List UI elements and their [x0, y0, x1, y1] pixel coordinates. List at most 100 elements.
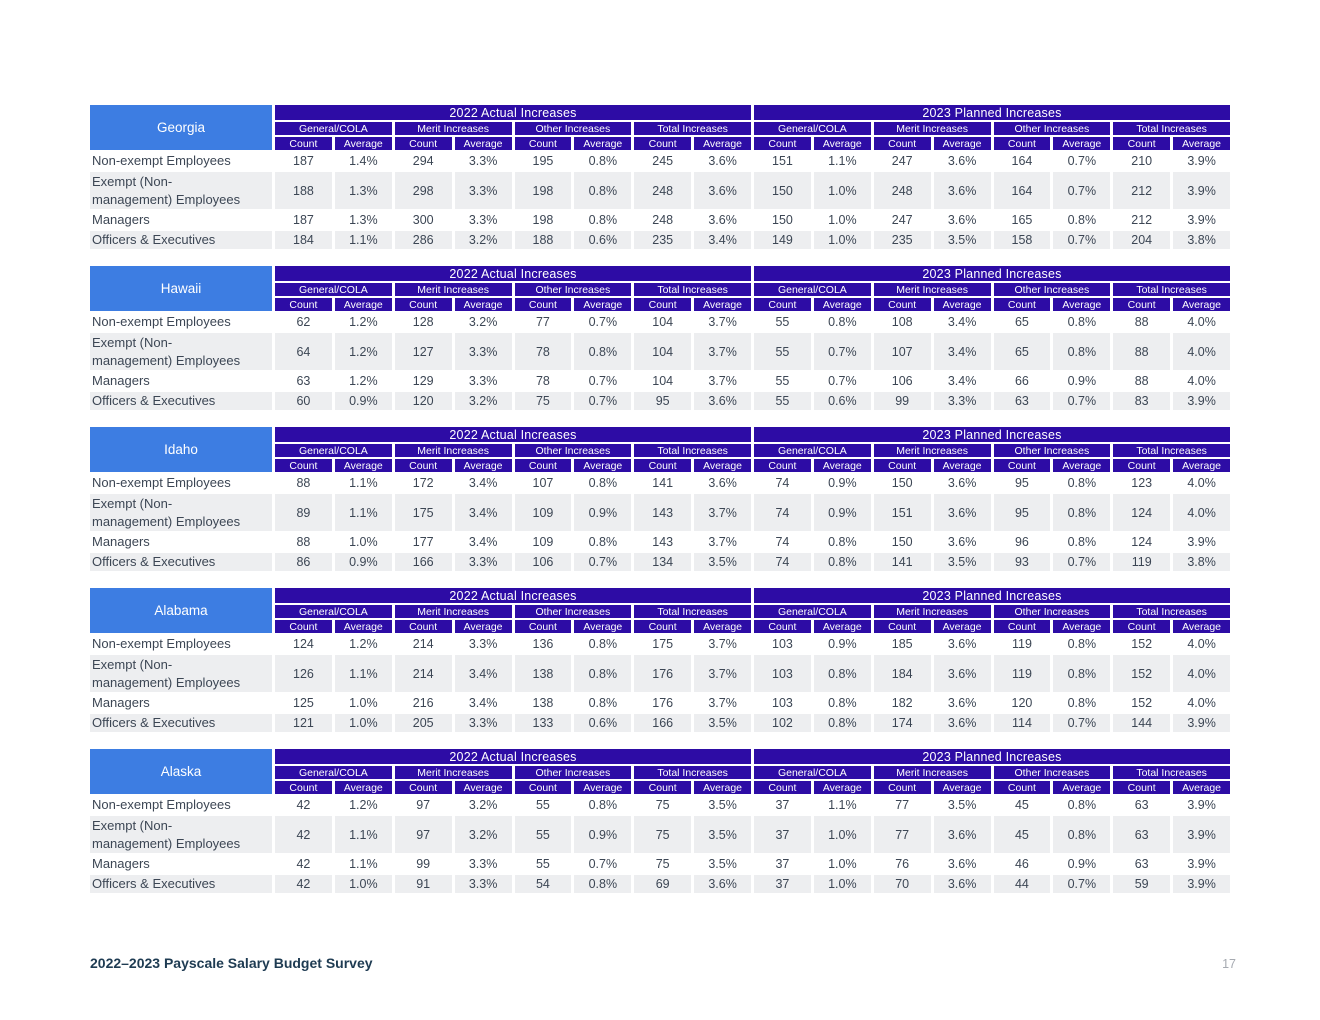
year-header-2023: 2023 Planned Increases	[754, 105, 1230, 120]
count-value: 75	[634, 855, 692, 873]
category-header: Other Increases	[993, 605, 1111, 618]
average-value: 3.5%	[694, 855, 751, 873]
state-table-georgia: Georgia 2022 Actual Increases 2023 Planned…	[90, 105, 1230, 249]
category-header: Other Increases	[993, 444, 1111, 457]
category-header: Other Increases	[993, 766, 1111, 779]
average-value: 4.0%	[1173, 694, 1230, 712]
count-value: 106	[873, 372, 931, 390]
count-value: 42	[275, 855, 332, 873]
row-label: Officers & Executives	[90, 231, 272, 249]
row-label: Officers & Executives	[90, 714, 272, 732]
average-value: 3.6%	[933, 152, 991, 170]
category-header: Other Increases	[514, 444, 632, 457]
count-value: 121	[275, 714, 332, 732]
row-label-text: Exempt (Non-management) Employees	[92, 656, 241, 690]
average-value: 0.9%	[334, 392, 392, 410]
category-header: Total Increases	[634, 283, 751, 296]
average-value: 1.2%	[334, 313, 392, 331]
category-header: Other Increases	[514, 766, 632, 779]
count-value: 214	[394, 635, 452, 653]
count-value: 88	[1113, 313, 1171, 331]
average-header: Average	[574, 459, 632, 472]
average-header: Average	[1173, 781, 1230, 794]
average-header: Average	[933, 781, 991, 794]
average-value: 3.3%	[454, 553, 512, 571]
average-header: Average	[1053, 459, 1111, 472]
category-header: Merit Increases	[394, 122, 512, 135]
count-value: 143	[634, 494, 692, 531]
count-value: 120	[394, 392, 452, 410]
average-value: 0.7%	[1053, 172, 1111, 209]
count-value: 212	[1113, 211, 1171, 229]
category-header: Merit Increases	[873, 605, 991, 618]
count-value: 176	[634, 694, 692, 712]
average-value: 1.1%	[334, 855, 392, 873]
count-value: 97	[394, 796, 452, 814]
average-header: Average	[334, 781, 392, 794]
average-value: 1.3%	[334, 172, 392, 209]
average-value: 1.1%	[813, 152, 871, 170]
count-value: 107	[873, 333, 931, 370]
average-value: 0.7%	[1053, 714, 1111, 732]
row-label: Non-exempt Employees	[90, 796, 272, 814]
count-value: 138	[514, 655, 572, 692]
year-header-2022: 2022 Actual Increases	[275, 266, 751, 281]
count-value: 188	[275, 172, 332, 209]
count-value: 184	[275, 231, 332, 249]
count-value: 55	[514, 816, 572, 853]
average-value: 3.7%	[694, 533, 751, 551]
count-value: 55	[754, 392, 811, 410]
row-label: Managers	[90, 372, 272, 390]
average-value: 4.0%	[1173, 333, 1230, 370]
average-value: 4.0%	[1173, 494, 1230, 531]
count-header: Count	[514, 781, 572, 794]
count-header: Count	[634, 781, 692, 794]
average-value: 3.6%	[933, 694, 991, 712]
average-header: Average	[334, 459, 392, 472]
count-header: Count	[394, 137, 452, 150]
average-value: 3.5%	[694, 553, 751, 571]
count-header: Count	[993, 298, 1051, 311]
row-label: Non-exempt Employees	[90, 474, 272, 492]
average-value: 1.1%	[334, 655, 392, 692]
average-value: 0.8%	[1053, 211, 1111, 229]
row-label: Managers	[90, 694, 272, 712]
count-value: 88	[1113, 333, 1171, 370]
count-value: 42	[275, 875, 332, 893]
category-header: Other Increases	[993, 122, 1111, 135]
count-header: Count	[1113, 620, 1171, 633]
state-table-alaska: Alaska 2022 Actual Increases 2023 Planned …	[90, 749, 1230, 893]
average-header: Average	[454, 137, 512, 150]
count-value: 74	[754, 474, 811, 492]
average-value: 3.4%	[454, 494, 512, 531]
row-label-text: Non-exempt Employees	[92, 475, 231, 491]
average-value: 3.6%	[933, 855, 991, 873]
average-value: 0.8%	[813, 714, 871, 732]
average-value: 3.7%	[694, 655, 751, 692]
average-value: 3.9%	[1173, 875, 1230, 893]
state-table-hawaii: Hawaii 2022 Actual Increases 2023 Planned …	[90, 266, 1230, 410]
average-header: Average	[574, 620, 632, 633]
count-value: 152	[1113, 635, 1171, 653]
count-value: 77	[873, 796, 931, 814]
count-value: 103	[754, 655, 811, 692]
average-value: 3.9%	[1173, 211, 1230, 229]
average-value: 3.6%	[933, 816, 991, 853]
average-value: 1.0%	[813, 172, 871, 209]
average-header: Average	[334, 298, 392, 311]
count-value: 65	[993, 333, 1051, 370]
count-header: Count	[514, 298, 572, 311]
average-header: Average	[694, 298, 751, 311]
count-header: Count	[873, 298, 931, 311]
count-header: Count	[993, 137, 1051, 150]
count-header: Count	[754, 137, 811, 150]
average-value: 0.8%	[813, 533, 871, 551]
count-header: Count	[275, 459, 332, 472]
category-header: Other Increases	[514, 122, 632, 135]
average-value: 3.7%	[694, 494, 751, 531]
count-value: 93	[993, 553, 1051, 571]
average-header: Average	[574, 781, 632, 794]
average-header: Average	[694, 459, 751, 472]
count-header: Count	[993, 459, 1051, 472]
average-value: 1.0%	[334, 533, 392, 551]
